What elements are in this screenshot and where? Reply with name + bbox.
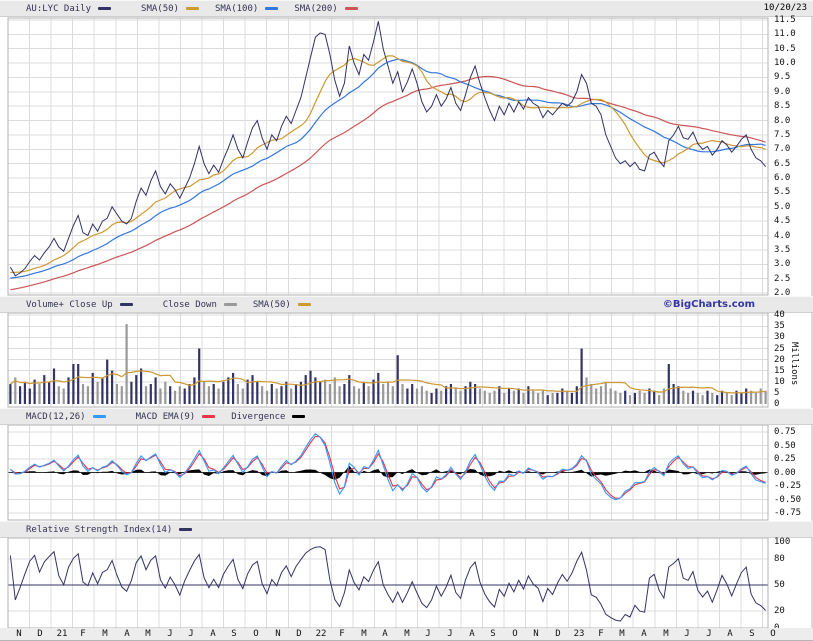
legend-swatch <box>185 7 199 10</box>
legend-swatch <box>265 7 279 10</box>
month-label: D <box>37 629 43 639</box>
month-label: J <box>684 629 690 639</box>
month-label: M <box>404 629 410 639</box>
month-label: 22 <box>315 629 327 639</box>
month-label: J <box>167 629 173 639</box>
month-label: F <box>598 629 604 639</box>
month-label: F <box>80 629 86 639</box>
volume-unit-label: Millions <box>789 342 799 386</box>
month-label: O <box>253 629 259 639</box>
month-label: N <box>533 629 539 639</box>
legend-swatch <box>202 415 216 418</box>
volume-legend-strip: Volume+ Close Up Close Down SMA(50) ©BigCh… <box>0 296 813 313</box>
month-label: J <box>706 629 712 639</box>
legend-label: Close Down <box>162 299 217 310</box>
legend-item: Relative Strength Index(14) <box>26 524 193 535</box>
volume-legend: Volume+ Close Up Close Down SMA(50) <box>26 300 327 310</box>
macd-legend: MACD(12,26) MACD EMA(9) Divergence <box>26 412 321 422</box>
legend-item: SMA(200) <box>294 3 358 14</box>
legend-swatch <box>223 303 237 306</box>
legend-label: SMA(100) <box>214 3 259 14</box>
month-label: D <box>555 629 561 639</box>
month-label: A <box>727 629 733 639</box>
legend-item: MACD(12,26) <box>26 412 106 422</box>
legend-label: Relative Strength Index(14) <box>26 524 173 535</box>
legend-item: MACD EMA(9) <box>136 412 216 422</box>
legend-item: AU:LYC Daily <box>26 3 112 14</box>
month-label: M <box>145 629 151 639</box>
month-label: O <box>770 629 776 639</box>
month-label: M <box>663 629 669 639</box>
month-label: N <box>275 629 281 639</box>
legend-swatch <box>297 303 311 306</box>
price-legend-strip: AU:LYC Daily SMA(50) SMA(100) SMA(200) <box>0 0 813 17</box>
legend-swatch <box>344 7 358 10</box>
month-label: F <box>339 629 345 639</box>
month-label: 23 <box>573 629 585 639</box>
month-label: M <box>619 629 625 639</box>
month-label: M <box>102 629 108 639</box>
rsi-legend: Relative Strength Index(14) <box>26 525 222 535</box>
legend-swatch <box>119 303 133 306</box>
month-label: A <box>210 629 216 639</box>
month-label: N <box>16 629 22 639</box>
legend-swatch <box>179 528 193 531</box>
legend-item: SMA(50) <box>141 4 199 14</box>
month-label: 21 <box>56 629 68 639</box>
legend-label: SMA(200) <box>294 3 338 14</box>
legend-swatch <box>98 7 112 10</box>
month-label: S <box>749 629 755 639</box>
month-label: M <box>361 629 367 639</box>
month-label: A <box>124 629 130 639</box>
rsi-legend-strip: Relative Strength Index(14) <box>0 521 813 538</box>
quote-date: 10/20/23 <box>763 3 807 13</box>
month-label: D <box>296 629 302 639</box>
legend-item: SMA(50) <box>253 300 311 310</box>
legend-swatch <box>292 415 306 418</box>
month-label: J <box>425 629 431 639</box>
legend-label: MACD EMA(9) <box>135 411 196 422</box>
legend-swatch <box>92 415 106 418</box>
legend-item: Volume+ Close Up <box>26 300 133 310</box>
bigcharts-logo[interactable]: ©BigCharts.com <box>662 299 755 310</box>
legend-label: Volume+ Close Up <box>26 299 113 310</box>
legend-item: Close Down <box>163 300 237 310</box>
month-label: J <box>447 629 453 639</box>
month-label: O <box>512 629 518 639</box>
month-label: A <box>469 629 475 639</box>
month-label: S <box>490 629 496 639</box>
month-label: A <box>641 629 647 639</box>
legend-label: Divergence <box>231 411 286 422</box>
price-legend: AU:LYC Daily SMA(50) SMA(100) SMA(200) <box>26 4 374 14</box>
month-label: A <box>382 629 388 639</box>
month-label: S <box>231 629 237 639</box>
legend-item: Divergence <box>231 411 306 422</box>
legend-item: SMA(100) <box>214 3 279 14</box>
legend-label: SMA(50) <box>252 299 291 310</box>
legend-label: SMA(50) <box>141 3 179 14</box>
time-axis: N D 21 F M A M J J A S O N D 22 F M A M J J A S O N D 23 F M A M J J A S O <box>0 628 813 641</box>
month-label: J <box>188 629 194 639</box>
legend-label: AU:LYC Daily <box>26 3 92 14</box>
macd-legend-strip: MACD(12,26) MACD EMA(9) Divergence <box>0 408 813 425</box>
legend-label: MACD(12,26) <box>26 411 86 422</box>
